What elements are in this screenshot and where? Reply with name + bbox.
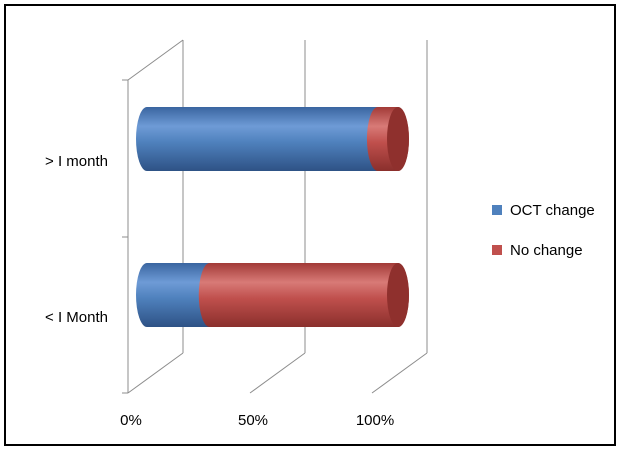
bars — [136, 107, 409, 327]
legend-swatch — [492, 205, 502, 215]
x-tick-label: 0% — [120, 412, 142, 429]
legend-swatch — [492, 245, 502, 255]
floor-gridline — [371, 352, 428, 394]
x-tick-label: 50% — [238, 412, 268, 429]
category-labels: > I month < I Month — [45, 153, 108, 326]
bar-segment-oct-change — [136, 107, 389, 171]
category-label: > I month — [45, 153, 108, 170]
x-tick-labels: 0% 50% 100% — [120, 412, 394, 429]
bar-end-cap — [387, 107, 409, 171]
legend-item: No change — [492, 242, 583, 259]
gridlines — [127, 40, 428, 394]
x-tick-label: 100% — [356, 412, 394, 429]
legend-label: OCT change — [510, 202, 595, 219]
floor-gridline — [249, 352, 306, 394]
legend-item: OCT change — [492, 202, 595, 219]
bar-segment-oct-change — [136, 263, 221, 327]
category-label: < I Month — [45, 309, 108, 326]
chart-frame — [4, 4, 616, 446]
bar-end-cap — [387, 263, 409, 327]
legend-label: No change — [510, 242, 583, 259]
floor-gridline — [127, 352, 184, 394]
plot-walls — [122, 39, 184, 394]
bar-segment-no-change — [198, 263, 409, 327]
bar-segment-no-change — [366, 107, 409, 171]
legend: OCT change No change — [492, 202, 595, 259]
back-wall-top — [127, 39, 184, 81]
